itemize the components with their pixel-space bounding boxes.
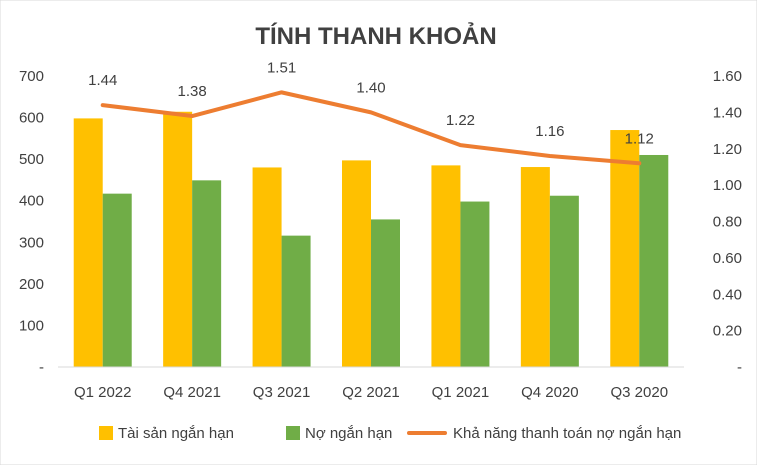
bar-tai-san bbox=[163, 111, 193, 367]
bar-no bbox=[639, 154, 669, 367]
y-right-tick-label: 0.20 bbox=[713, 323, 742, 340]
y-axis-right: - 0.20 0.40 0.60 0.80 1.00 1.20 1.40 1.60 bbox=[713, 68, 742, 376]
bar-no bbox=[102, 193, 132, 367]
y-right-tick-label: 0.60 bbox=[713, 250, 742, 267]
y-right-tick-label: 0.40 bbox=[713, 286, 742, 303]
legend-swatch-tai-san bbox=[99, 426, 113, 440]
legend-label-kha-nang: Khả năng thanh toán nợ ngắn hạn bbox=[453, 425, 681, 442]
bar-tai-san bbox=[73, 118, 103, 367]
line-data-labels: 1.44 1.38 1.51 1.40 1.22 1.16 1.12 bbox=[88, 59, 654, 147]
y-left-tick-label: 300 bbox=[19, 234, 44, 251]
bar-no bbox=[281, 235, 311, 367]
line-data-label: 1.16 bbox=[535, 123, 564, 140]
chart-title: TÍNH THANH KHOẢN bbox=[255, 21, 496, 50]
y-left-tick-label: 700 bbox=[19, 68, 44, 85]
bar-no bbox=[371, 219, 400, 367]
legend: Tài sản ngắn hạn Nợ ngắn hạn Khả năng th… bbox=[99, 425, 681, 442]
bar-tai-san bbox=[520, 167, 550, 367]
y-left-tick-label: 200 bbox=[19, 276, 44, 293]
y-right-tick-label: 1.20 bbox=[713, 141, 742, 158]
y-left-tick-label: 100 bbox=[19, 317, 44, 334]
bar-tai-san bbox=[342, 160, 371, 367]
x-tick-label: Q3 2020 bbox=[611, 384, 669, 401]
legend-label-no: Nợ ngắn hạn bbox=[305, 425, 392, 442]
bars-group bbox=[73, 111, 669, 367]
y-right-tick-label: 1.40 bbox=[713, 104, 742, 121]
line-data-label: 1.22 bbox=[446, 112, 475, 129]
line-series-group bbox=[100, 90, 642, 166]
y-axis-left: - 100 200 300 400 500 600 700 bbox=[19, 68, 44, 376]
y-left-tick-label: - bbox=[39, 359, 44, 376]
line-data-label: 1.40 bbox=[356, 79, 385, 96]
y-left-tick-label: 400 bbox=[19, 193, 44, 210]
y-right-tick-label: 1.00 bbox=[713, 177, 742, 194]
line-data-label: 1.51 bbox=[267, 59, 296, 76]
y-right-tick-label: 1.60 bbox=[713, 68, 742, 85]
legend-label-tai-san: Tài sản ngắn hạn bbox=[118, 425, 234, 442]
y-left-tick-label: 600 bbox=[19, 110, 44, 127]
x-tick-label: Q1 2022 bbox=[74, 384, 132, 401]
y-right-tick-label: 0.80 bbox=[713, 214, 742, 231]
bar-no bbox=[549, 195, 579, 367]
line-data-label: 1.12 bbox=[625, 130, 654, 147]
legend-swatch-no bbox=[286, 426, 300, 440]
y-left-tick-label: 500 bbox=[19, 151, 44, 168]
line-kha-nang bbox=[100, 90, 642, 166]
bar-tai-san bbox=[431, 165, 461, 367]
x-tick-label: Q2 2021 bbox=[342, 384, 400, 401]
bar-no bbox=[460, 201, 490, 367]
y-right-tick-label: - bbox=[737, 359, 742, 376]
x-axis: Q1 2022 Q4 2021 Q3 2021 Q2 2021 Q1 2021 Q4 20… bbox=[74, 384, 668, 401]
bar-tai-san bbox=[252, 167, 282, 367]
bar-tai-san bbox=[610, 130, 640, 367]
x-tick-label: Q3 2021 bbox=[253, 384, 311, 401]
x-tick-label: Q1 2021 bbox=[432, 384, 490, 401]
x-tick-label: Q4 2021 bbox=[163, 384, 221, 401]
bar-no bbox=[192, 180, 222, 367]
line-data-label: 1.44 bbox=[88, 72, 117, 89]
x-tick-label: Q4 2020 bbox=[521, 384, 579, 401]
line-data-label: 1.38 bbox=[178, 83, 207, 100]
